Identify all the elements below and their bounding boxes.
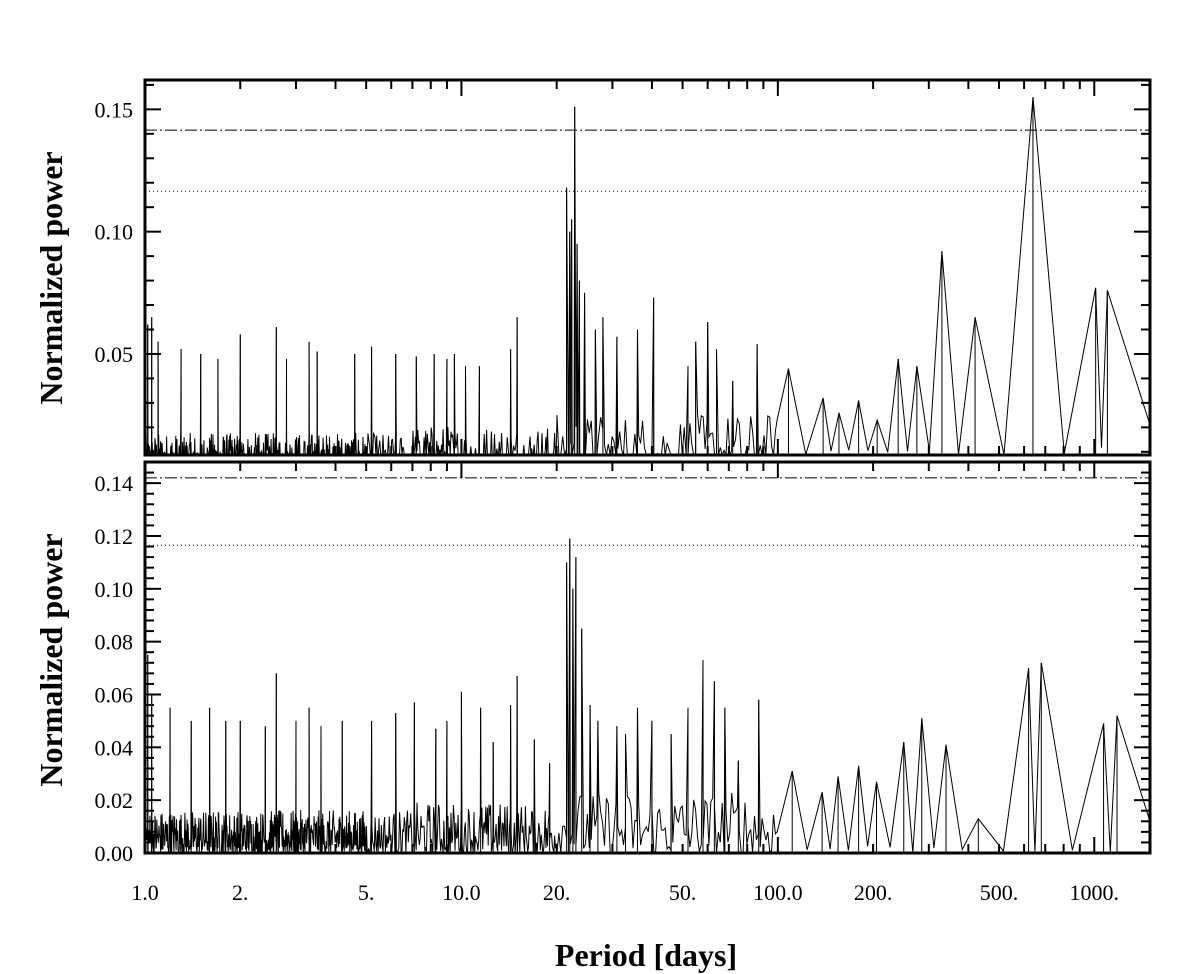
y-tick-label: 0.08 — [95, 630, 134, 655]
y-tick-label: 0.15 — [95, 97, 134, 122]
plot-frame-bottom — [143, 460, 1152, 855]
ylabel-bottom: Normalized power — [33, 533, 69, 786]
x-tick-label: 1.0 — [131, 880, 159, 905]
spectrum-line-bottom — [144, 538, 1151, 855]
xlabel: Period [days] — [555, 937, 737, 973]
y-tick-label: 0.10 — [95, 577, 134, 602]
x-tick-label: 200. — [854, 880, 893, 905]
y-tick-label: 0.05 — [95, 342, 134, 367]
x-tick-label: 1000. — [1070, 880, 1120, 905]
plot-frame-top — [143, 78, 1152, 457]
y-tick-label: 0.06 — [95, 682, 134, 707]
y-tick-label: 0.10 — [95, 220, 134, 245]
x-tick-label: 500. — [980, 880, 1019, 905]
y-tick-label: 0.00 — [95, 841, 134, 866]
reference-lines — [145, 129, 1150, 546]
spectrum-lines — [144, 97, 1151, 855]
y-tick-label: 0.04 — [95, 735, 134, 760]
ylabel-top: Normalized power — [33, 151, 69, 404]
plot-frames — [143, 78, 1152, 855]
spectrum-line-top — [144, 97, 1151, 457]
x-tick-label: 20. — [543, 880, 571, 905]
x-tick-label: 100.0 — [753, 880, 803, 905]
axis-titles: Normalized power Normalized power Period… — [33, 151, 737, 973]
x-tick-label: 2. — [232, 880, 249, 905]
y-tick-label: 0.02 — [95, 788, 134, 813]
x-tick-label: 50. — [669, 880, 697, 905]
x-tick-label: 10.0 — [442, 880, 481, 905]
x-tick-label: 5. — [358, 880, 375, 905]
tick-labels: 0.05 0.10 0.15 0.00 0.02 0.04 0.06 0.08 0.10 0.12… — [95, 97, 1120, 905]
y-tick-label: 0.12 — [95, 524, 134, 549]
axis-ticks — [144, 80, 1150, 854]
y-tick-label: 0.14 — [95, 471, 134, 496]
